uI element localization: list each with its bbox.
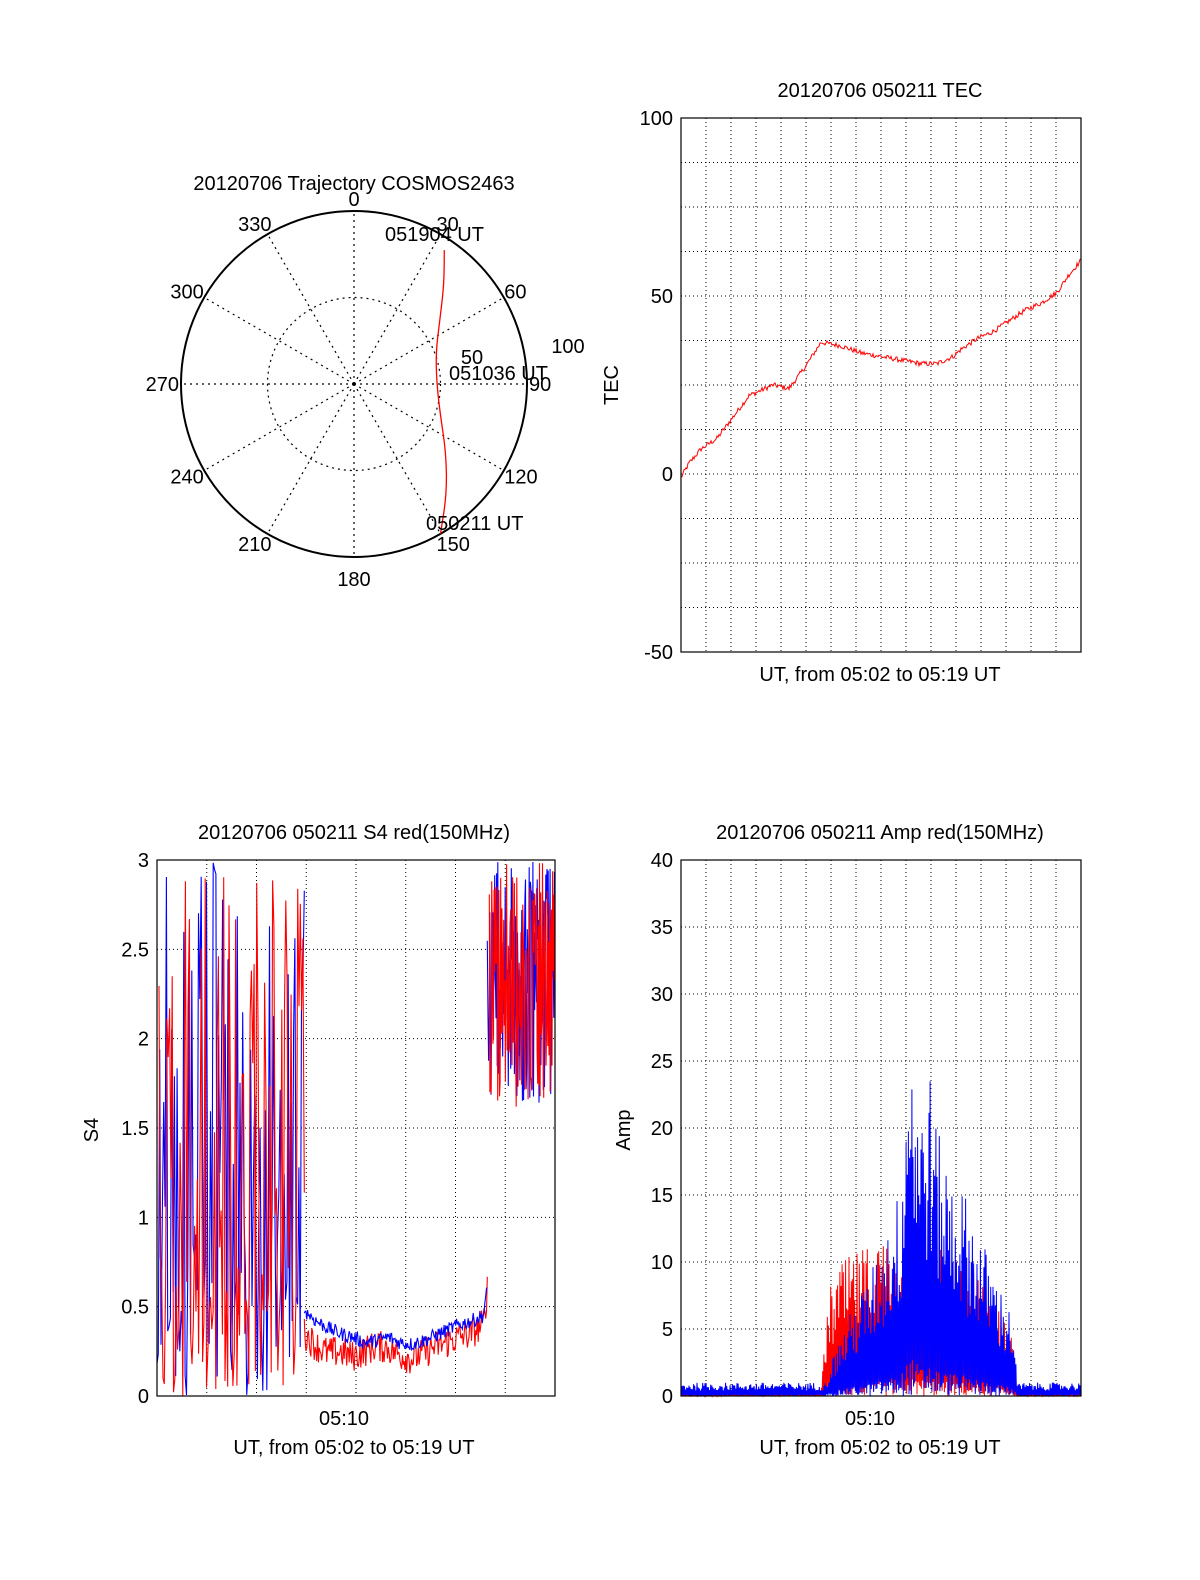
tec-title: 20120706 050211 TEC: [778, 80, 983, 102]
y-tick-label: 0: [662, 464, 673, 486]
amp-y-ticks: 40 35 30 25 20 15 10 5 0: [651, 850, 673, 1408]
y-tick-label: 10: [651, 1252, 673, 1274]
polar-spoke: [266, 383, 355, 535]
polar-spoke: [353, 383, 505, 472]
s4-xlabel: UT, from 05:02 to 05:19 UT: [233, 1437, 474, 1459]
tec-y-ticks: 100 50 0 -50: [640, 108, 673, 664]
polar-azimuth-label: 150: [437, 534, 470, 556]
polar-spoke: [203, 296, 355, 385]
y-tick-label: 2.5: [121, 939, 149, 961]
y-tick-label: 25: [651, 1051, 673, 1073]
y-tick-label: 35: [651, 917, 673, 939]
polar-time-end: 051904 UT: [385, 224, 484, 246]
s4-noise-blue: [156, 862, 305, 1396]
tec-frame: [680, 117, 1082, 653]
polar-azimuth-label: 60: [504, 282, 526, 304]
amp-line-blue: [680, 1081, 1082, 1397]
tec-panel: 20120706 050211 TEC 100 50 0 -50 UT, from 0…: [601, 80, 1082, 686]
polar-azimuth-label: 120: [504, 467, 537, 489]
amp-xtick-0510: 05:10: [845, 1408, 895, 1430]
polar-azimuth-label: 90: [529, 374, 551, 396]
polar-azimuth-label: 180: [337, 569, 370, 591]
y-tick-label: 1: [138, 1207, 149, 1229]
y-tick-label: 20: [651, 1118, 673, 1140]
y-tick-label: 50: [651, 286, 673, 308]
amp-ylabel: Amp: [613, 1109, 635, 1150]
polar-azimuth-label: 330: [238, 214, 271, 236]
polar-inner-circle: [266, 296, 442, 472]
amp-series: [680, 1081, 1082, 1398]
y-tick-label: 0.5: [121, 1297, 149, 1319]
tec-series: [681, 258, 1082, 478]
polar-spoke: [353, 233, 442, 385]
polar-azimuth-label: 240: [170, 467, 203, 489]
polar-time-start: 050211 UT: [426, 513, 523, 535]
polar-time-mid: 051036 UT: [449, 363, 548, 385]
polar-trajectory: [435, 250, 448, 534]
s4-noise-red: [158, 877, 305, 1396]
s4-y-ticks: 3 2.5 2 1.5 1 0.5 0: [121, 850, 149, 1408]
polar-spoke: [353, 383, 442, 535]
polar-panel: 20120706 Trajectory COSMOS2463 0 30 60 90 12…: [146, 173, 585, 591]
s4-line-blue: [303, 1287, 488, 1352]
s4-noise-bands: [156, 861, 556, 1396]
polar-spoke: [203, 383, 355, 472]
s4-panel: 20120706 050211 S4 red(150MHz) 3 2.5 2 1.5 1…: [81, 822, 556, 1459]
amp-title: 20120706 050211 Amp red(150MHz): [716, 822, 1044, 844]
y-tick-label: 5: [662, 1319, 673, 1341]
s4-series: [303, 1276, 488, 1374]
polar-azimuth-label: 30: [437, 214, 459, 236]
y-tick-label: 3: [138, 850, 149, 872]
amp-panel: 20120706 050211 Amp red(150MHz) 40 35 30 25…: [613, 822, 1082, 1459]
s4-xtick-0510: 05:10: [319, 1408, 369, 1430]
polar-azimuth-labels: 0 30 60 90 120 150 180 210 240 270 300 330: [146, 189, 552, 591]
polar-azimuth-label: 210: [238, 534, 271, 556]
s4-line-red: [303, 1276, 488, 1374]
tec-grid: [681, 118, 1081, 652]
polar-radial-label-50: 50: [461, 347, 483, 369]
s4-title: 20120706 050211 S4 red(150MHz): [198, 822, 510, 844]
s4-ylabel: S4: [81, 1118, 103, 1142]
polar-title: 20120706 Trajectory COSMOS2463: [193, 173, 514, 195]
amp-xlabel: UT, from 05:02 to 05:19 UT: [759, 1437, 1000, 1459]
y-tick-label: 40: [651, 850, 673, 872]
amp-frame: [680, 859, 1082, 1397]
s4-noise-red: [488, 863, 556, 1107]
s4-frame: [156, 859, 556, 1397]
polar-trajectory-line: [435, 250, 448, 534]
polar-radial-label-100: 100: [551, 336, 584, 358]
y-tick-label: 2: [138, 1029, 149, 1051]
polar-spoke: [266, 233, 355, 385]
polar-outer-circle: [180, 210, 528, 558]
polar-spoke: [353, 296, 505, 385]
y-tick-label: 100: [640, 108, 673, 130]
y-tick-label: 15: [651, 1185, 673, 1207]
y-tick-label: 0: [138, 1386, 149, 1408]
polar-azimuth-label: 270: [146, 374, 179, 396]
polar-azimuth-label: 0: [348, 189, 359, 211]
polar-grid: [180, 210, 528, 558]
polar-azimuth-label: 300: [170, 282, 203, 304]
tec-line: [681, 258, 1082, 478]
tec-ylabel: TEC: [601, 365, 623, 405]
y-tick-label: -50: [644, 642, 673, 664]
tec-xlabel: UT, from 05:02 to 05:19 UT: [759, 664, 1000, 686]
y-tick-label: 1.5: [121, 1118, 149, 1140]
y-tick-label: 0: [662, 1386, 673, 1408]
y-tick-label: 30: [651, 984, 673, 1006]
